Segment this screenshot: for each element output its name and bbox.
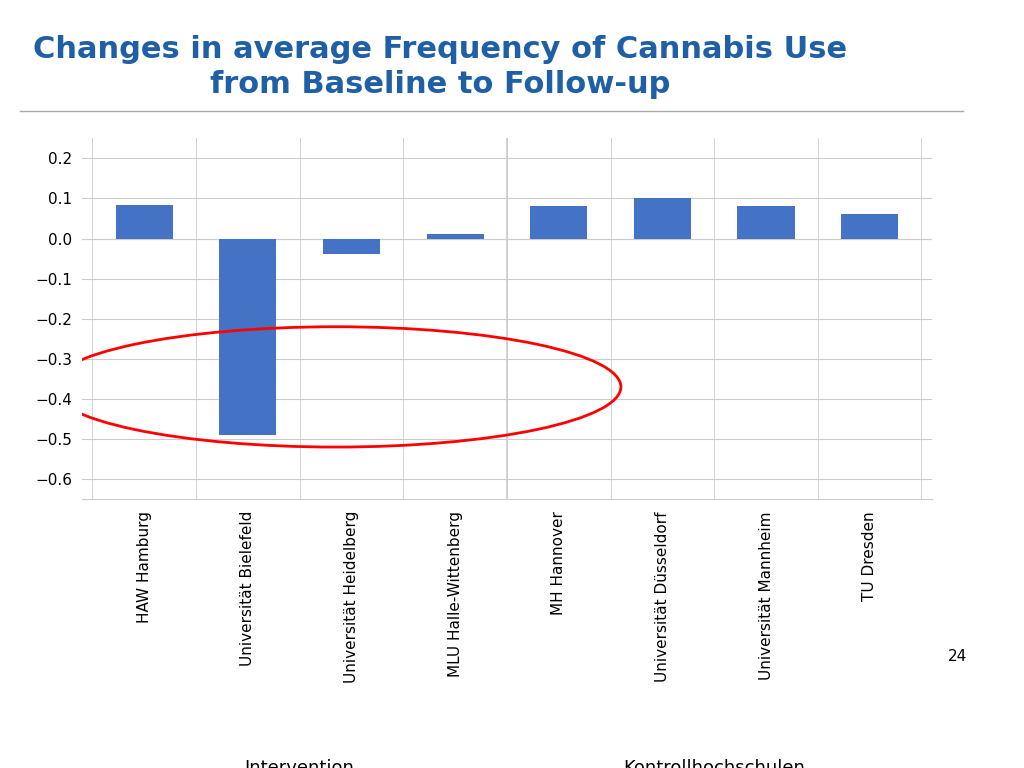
Bar <box>530 207 587 239</box>
Text: Leibniz: Leibniz <box>914 81 949 91</box>
Text: BIPS: BIPS <box>907 39 956 58</box>
Text: 24: 24 <box>948 649 967 664</box>
Bar <box>427 234 483 239</box>
Text: Changes in average Frequency of Cannabis Use
from Baseline to Follow-up: Changes in average Frequency of Cannabis… <box>33 35 848 100</box>
Text: Kontrollhochschulen: Kontrollhochschulen <box>624 759 805 768</box>
Bar <box>634 198 691 239</box>
Bar <box>116 205 173 239</box>
Bar <box>841 214 898 239</box>
Bar <box>737 207 795 239</box>
Text: Intervention: Intervention <box>245 759 354 768</box>
Bar <box>219 239 276 435</box>
Bar <box>323 239 380 253</box>
